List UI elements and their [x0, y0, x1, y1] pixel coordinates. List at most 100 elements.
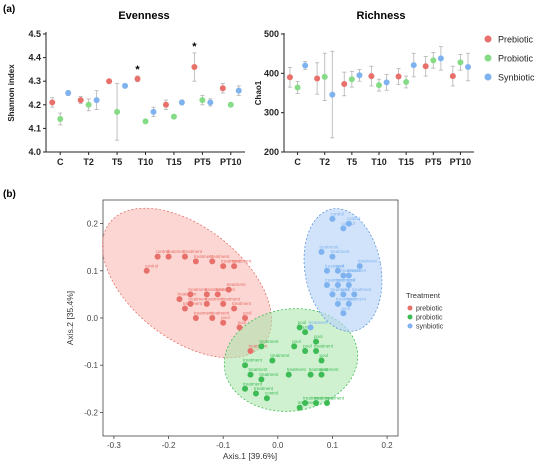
pcoa-point-label: control — [156, 249, 170, 254]
pcoa-point-prebiotic — [203, 300, 210, 307]
evenness-point-prebiotic — [219, 85, 226, 92]
pcoa-point-label: treatment — [210, 254, 230, 259]
richness-point-prebiotic — [368, 73, 375, 80]
richness-point-prebiotic — [341, 80, 348, 87]
richness-point-prebiotic — [286, 74, 293, 81]
pcoa-point-synbiotic — [351, 291, 358, 298]
pcoa-point-label: treatment — [336, 296, 356, 301]
pcoa-point-probiotic — [302, 329, 309, 336]
evenness-point-synbiotic — [178, 99, 185, 106]
pcoa-point-label: treatment — [205, 296, 225, 301]
evenness-point-synbiotic — [122, 82, 129, 89]
pcoa-point-probiotic — [302, 348, 309, 355]
pcoa-point-prebiotic — [220, 319, 227, 326]
pcoa-point-label: treatment — [194, 254, 214, 259]
legend-swatch-probiotic — [484, 54, 492, 62]
pcoa-legend-swatch-probiotic — [407, 314, 413, 320]
panel-a-label: (a) — [3, 4, 15, 15]
pcoa-point-prebiotic — [187, 291, 194, 298]
evenness-ytick-label: 4.5 — [28, 29, 41, 39]
evenness-ytick-label: 4.4 — [28, 53, 41, 63]
pcoa-legend-title: Treatment — [406, 291, 441, 300]
richness-ylabel: Chao1 — [254, 80, 263, 105]
pcoa-point-label: treatment — [254, 386, 274, 391]
pcoa-point-synbiotic — [334, 281, 341, 288]
pcoa-xtick-label: -0.1 — [216, 441, 230, 450]
evenness-xtick-label: T2 — [83, 157, 94, 167]
pcoa-point-prebiotic — [154, 253, 161, 260]
evenness-title: Evenness — [118, 10, 169, 22]
pcoa-point-prebiotic — [220, 263, 227, 270]
evenness-point-probiotic — [114, 108, 121, 115]
pcoa-xtick-label: 0.1 — [327, 441, 339, 450]
pcoa-points: controlcontroltreatmenttreatmenttreatmen… — [143, 211, 378, 411]
pcoa-point-label: pool — [341, 287, 350, 292]
pcoa-point-label: treatment — [325, 277, 345, 282]
pcoa-point-probiotic — [263, 395, 270, 402]
pcoa-point-label: treatment — [352, 287, 372, 292]
pcoa-point-synbiotic — [340, 291, 347, 298]
richness-point-prebiotic — [422, 63, 429, 70]
pcoa-point-synbiotic — [318, 248, 325, 255]
evenness-point-prebiotic — [162, 101, 169, 108]
pcoa-point-synbiotic — [334, 300, 341, 307]
pcoa-point-prebiotic — [231, 305, 238, 312]
richness-point-synbiotic — [410, 62, 417, 69]
pcoa-point-label: treatment — [314, 344, 334, 349]
pcoa-point-probiotic — [296, 324, 303, 331]
pcoa-point-prebiotic — [181, 253, 188, 260]
pcoa-point-probiotic — [313, 348, 320, 355]
pcoa-point-label: treatment — [303, 395, 323, 400]
pcoa-point-prebiotic — [236, 324, 243, 331]
richness-point-probiotic — [294, 84, 301, 91]
richness-point-synbiotic — [383, 79, 390, 86]
pcoa-point-label: control — [265, 391, 279, 396]
evenness-significance-mark: * — [135, 64, 140, 76]
pcoa-point-label: treatment — [320, 367, 340, 372]
richness-xtick-label: PT10 — [450, 157, 472, 167]
pcoa-point-probiotic — [258, 343, 265, 350]
richness-xtick-label: T5 — [347, 157, 358, 167]
evenness-point-synbiotic — [235, 87, 242, 94]
pcoa-point-label: treatment — [287, 367, 307, 372]
pcoa-legend-label-probiotic: probiotic — [416, 315, 443, 322]
pcoa-point-probiotic — [313, 399, 320, 406]
richness-point-probiotic — [403, 78, 410, 85]
pcoa-point-probiotic — [313, 338, 320, 345]
pcoa-point-prebiotic — [242, 315, 249, 321]
pcoa-point-label: treatment — [232, 259, 252, 264]
evenness-point-probiotic — [85, 101, 92, 108]
evenness-point-synbiotic — [150, 108, 157, 115]
pcoa-ytick-label: 0.1 — [87, 267, 99, 276]
evenness-ylabel: Shannon index — [7, 64, 16, 122]
pcoa-point-label: treatment — [347, 268, 367, 273]
richness-xtick-label: C — [294, 157, 301, 167]
pcoa-point-label: treatment — [298, 400, 318, 405]
pcoa-point-label: pool — [303, 325, 312, 330]
pcoa-point-label: pool — [314, 334, 323, 339]
pcoa-point-label: treatment — [341, 268, 361, 273]
pcoa-ytick-label: 0.2 — [87, 220, 99, 229]
evenness-point-probiotic — [170, 113, 177, 120]
pcoa-y-ticks: -0.2 -0.1 0.0 0.1 0.2 — [84, 220, 103, 417]
richness-ytick-label: 300 — [264, 108, 279, 118]
legend-swatch-prebiotic — [484, 35, 492, 43]
pcoa-point-label: treatment — [243, 358, 263, 363]
pcoa-point-label: treatment — [330, 249, 350, 254]
pcoa-point-label: treatment — [347, 296, 367, 301]
pcoa-point-label: control — [330, 211, 344, 216]
pcoa-point-probiotic — [302, 399, 309, 406]
pcoa-point-label: treatment — [259, 372, 279, 377]
pcoa-legend-swatch-synbiotic — [407, 323, 413, 329]
pcoa-point-synbiotic — [323, 267, 330, 274]
evenness-point-probiotic — [227, 101, 234, 108]
pcoa-point-synbiotic — [329, 253, 336, 260]
pcoa-legend-label-synbiotic: synbiotic — [416, 324, 444, 331]
pcoa-point-label: treatment — [320, 244, 340, 249]
evenness-chart: Evenness Shannon index 4.04.14.24.34.44.… — [7, 10, 245, 167]
evenness-ytick-label: 4.2 — [28, 100, 41, 110]
richness-point-synbiotic — [302, 62, 309, 69]
evenness-point-probiotic — [199, 97, 206, 104]
pcoa-x-ticks: -0.3 -0.2 -0.1 0.0 0.1 0.2 — [107, 436, 393, 450]
